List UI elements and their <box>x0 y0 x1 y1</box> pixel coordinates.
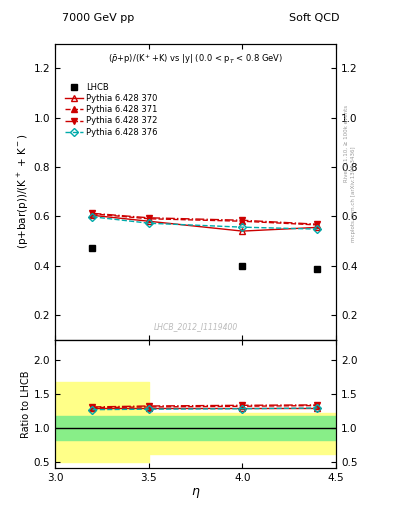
Pythia 6.428 376 <box>90 214 95 220</box>
Text: Soft QCD: Soft QCD <box>289 13 340 23</box>
Legend: LHCB, Pythia 6.428 370, Pythia 6.428 371, Pythia 6.428 372, Pythia 6.428 376: LHCB, Pythia 6.428 370, Pythia 6.428 371… <box>65 83 158 137</box>
Line: Pythia 6.428 372: Pythia 6.428 372 <box>90 210 320 227</box>
Pythia 6.428 370 <box>240 228 245 234</box>
Pythia 6.428 372 <box>315 221 320 227</box>
Pythia 6.428 372 <box>90 210 95 217</box>
Pythia 6.428 370 <box>90 212 95 219</box>
Pythia 6.428 376 <box>146 220 151 226</box>
Line: Pythia 6.428 371: Pythia 6.428 371 <box>90 211 320 228</box>
Pythia 6.428 376 <box>240 224 245 230</box>
Pythia 6.428 372 <box>146 215 151 221</box>
LHCB <box>90 245 95 251</box>
Pythia 6.428 371 <box>90 211 95 217</box>
Pythia 6.428 371 <box>146 216 151 222</box>
LHCB <box>315 266 320 272</box>
Pythia 6.428 371 <box>240 218 245 224</box>
Pythia 6.428 370 <box>146 218 151 224</box>
Pythia 6.428 376 <box>315 226 320 232</box>
Line: Pythia 6.428 376: Pythia 6.428 376 <box>90 214 320 232</box>
LHCB <box>240 263 245 269</box>
Pythia 6.428 371 <box>315 222 320 228</box>
X-axis label: $\eta$: $\eta$ <box>191 486 200 500</box>
Line: LHCB: LHCB <box>89 245 321 273</box>
Y-axis label: Ratio to LHCB: Ratio to LHCB <box>21 370 31 438</box>
Y-axis label: (p+bar(p))/(K$^+$ + K$^-$): (p+bar(p))/(K$^+$ + K$^-$) <box>16 134 31 249</box>
Text: LHCB_2012_I1119400: LHCB_2012_I1119400 <box>153 322 238 331</box>
Line: Pythia 6.428 370: Pythia 6.428 370 <box>90 212 320 234</box>
Pythia 6.428 372 <box>240 217 245 223</box>
Pythia 6.428 370 <box>315 224 320 230</box>
Text: 7000 GeV pp: 7000 GeV pp <box>62 13 134 23</box>
Text: ($\bar{p}$+p)/(K$^+$+K) vs |y| (0.0 < p$_T$ < 0.8 GeV): ($\bar{p}$+p)/(K$^+$+K) vs |y| (0.0 < p$… <box>108 52 283 66</box>
Text: mcplots.cern.ch [arXiv:1306.3436]: mcplots.cern.ch [arXiv:1306.3436] <box>351 147 356 242</box>
Text: Rivet 3.1.10, ≥ 100k events: Rivet 3.1.10, ≥ 100k events <box>344 105 349 182</box>
